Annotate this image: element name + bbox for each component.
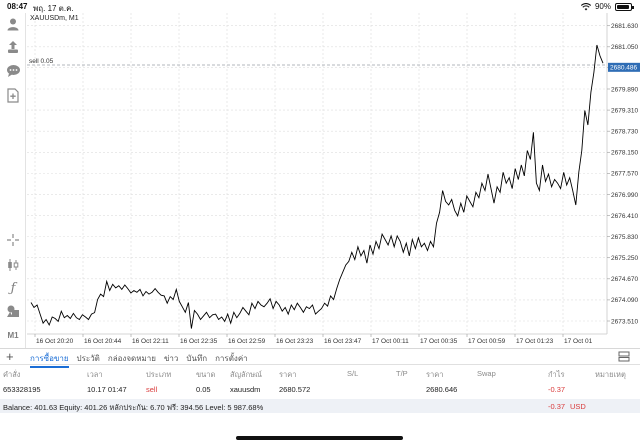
new-order-icon[interactable] — [5, 87, 21, 103]
table-cell: 2680.646 — [426, 385, 458, 394]
table-header-cell: ขนาด — [196, 370, 216, 379]
x-tick-label: 16 Oct 23:47 — [324, 338, 362, 345]
y-tick-label: 2675.830 — [611, 234, 638, 241]
home-indicator[interactable] — [236, 436, 403, 440]
tab-2[interactable]: กล่องจดหมาย — [107, 354, 156, 363]
table-header-cell: ประเภท — [146, 370, 172, 379]
status-right: 90% — [580, 2, 634, 11]
wifi-icon — [580, 2, 591, 10]
y-tick-label: 2681.630 — [611, 23, 638, 30]
table-row[interactable]: 653328195 10.17 01:47 sell 0.05 xauusdm 2680.… — [0, 383, 640, 397]
user-icon[interactable] — [5, 16, 21, 32]
tab-1[interactable]: ประวัติ — [76, 354, 100, 363]
tab-0[interactable]: การซื้อขาย — [30, 352, 69, 368]
chart-svg[interactable]: sell 0.05 2681.630 2681.050 2680.486 2679.8… — [27, 13, 640, 348]
table-cell: sell — [146, 385, 158, 394]
table-header-cell: คำสั่ง — [3, 370, 21, 379]
table-cell: xauusdm — [230, 385, 261, 394]
battery-icon — [615, 2, 634, 11]
current-price-label: 2680.486 — [610, 65, 637, 72]
shapes-icon[interactable] — [5, 303, 21, 319]
x-tick-label: 17 Oct 00:59 — [468, 338, 506, 345]
add-icon[interactable]: + — [6, 349, 14, 364]
balance-row: Balance: 401.63 Equity: 401.26 หลักประกั… — [0, 399, 640, 413]
y-tick-label: 2674.670 — [611, 276, 638, 283]
y-tick-label: 2676.990 — [611, 192, 638, 199]
candles-icon[interactable] — [5, 257, 21, 273]
share-icon[interactable] — [5, 39, 21, 55]
balance-text: Balance: 401.63 Equity: 401.26 หลักประกั… — [3, 403, 264, 412]
table-header-cell: ราคา — [279, 370, 297, 379]
price-chart[interactable]: sell 0.05 2681.630 2681.050 2680.486 2679.8… — [27, 13, 640, 348]
y-tick-label: 2679.890 — [611, 86, 638, 93]
table-header-cell: หมายเหตุ — [595, 370, 626, 379]
table-cell: 10.17 01:47 — [87, 385, 127, 394]
current-price-marker — [608, 62, 640, 72]
table-cell: -0.37 — [548, 385, 566, 394]
table-header-cell: เวลา — [87, 370, 103, 379]
table-header-cell: สัญลักษณ์ — [230, 370, 263, 379]
x-tick-label: 16 Oct 23:23 — [276, 338, 314, 345]
function-icon[interactable]: ƒ — [10, 280, 16, 296]
price-series-line — [30, 44, 604, 329]
trade-table: คำสั่ง เวลา ประเภท ขนาด สัญลักษณ์ ราคา S/L T/P ร… — [0, 365, 640, 425]
chart-grid — [27, 13, 607, 333]
price-axis: 2681.630 2681.050 2680.486 2679.890 2679.310… — [607, 23, 638, 325]
table-header: คำสั่ง เวลา ประเภท ขนาด สัญลักษณ์ ราคา S/L T/P ร… — [0, 367, 640, 381]
y-tick-label: 2674.090 — [611, 297, 638, 304]
left-toolbar: ƒ M1 — [0, 13, 26, 348]
table-header-cell: Swap — [477, 369, 496, 378]
x-tick-label: 17 Oct 00:35 — [420, 338, 458, 345]
options-icon[interactable] — [618, 351, 630, 364]
time-axis: 16 Oct 20:20 16 Oct 20:44 16 Oct 22:11 16 O… — [34, 334, 593, 345]
status-bar: 08:47 พฤ. 17 ต.ค. 90% — [0, 0, 640, 14]
x-tick-label: 16 Oct 22:11 — [132, 338, 169, 345]
timeframe-icon[interactable]: M1 — [7, 330, 19, 340]
sell-order-label: sell 0.05 — [29, 58, 54, 65]
x-tick-label: 17 Oct 00:11 — [372, 338, 409, 345]
y-tick-label: 2678.730 — [611, 128, 638, 135]
x-tick-label: 17 Oct 01 — [564, 338, 593, 345]
status-time: 08:47 — [7, 2, 28, 11]
x-tick-label: 17 Oct 01:23 — [516, 338, 554, 345]
x-tick-label: 16 Oct 22:35 — [180, 338, 218, 345]
table-header-cell: S/L — [347, 369, 359, 378]
table-cell: 2680.572 — [279, 385, 311, 394]
balance-profit: -0.37 — [548, 402, 566, 411]
y-tick-label: 2678.150 — [611, 150, 638, 157]
chart-symbol-label: XAUUSDm, M1 — [30, 15, 79, 22]
y-tick-label: 2679.310 — [611, 107, 638, 114]
x-tick-label: 16 Oct 22:59 — [228, 338, 266, 345]
crosshair-icon[interactable] — [5, 232, 21, 248]
status-date: พฤ. 17 ต.ค. — [33, 4, 74, 13]
y-tick-label: 2673.510 — [611, 318, 638, 325]
balance-currency: USD — [570, 402, 586, 411]
y-tick-label: 2681.050 — [611, 44, 638, 51]
y-tick-label: 2676.410 — [611, 213, 638, 220]
table-cell: 0.05 — [196, 385, 211, 394]
x-tick-label: 16 Oct 20:20 — [36, 338, 74, 345]
x-tick-label: 16 Oct 20:44 — [84, 338, 122, 345]
table-header-cell: T/P — [396, 369, 408, 378]
bottom-tabs: + การซื้อขาย ประวัติ กล่องจดหมาย ข่าว บันทึก… — [0, 348, 640, 368]
tab-row: การซื้อขาย ประวัติ กล่องจดหมาย ข่าว บันทึก กา… — [30, 352, 248, 368]
table-cell: 653328195 — [3, 385, 41, 394]
tab-4[interactable]: บันทึก — [186, 354, 208, 363]
table-header-cell: ราคา — [426, 370, 444, 379]
chat-icon[interactable] — [5, 63, 21, 79]
y-tick-label: 2677.570 — [611, 171, 638, 178]
tab-3[interactable]: ข่าว — [163, 354, 179, 363]
battery-percent: 90% — [594, 2, 611, 11]
tab-5[interactable]: การตั้งค่า — [215, 354, 248, 363]
table-header-cell: กำไร — [548, 370, 565, 379]
y-tick-label: 2675.250 — [611, 255, 638, 262]
